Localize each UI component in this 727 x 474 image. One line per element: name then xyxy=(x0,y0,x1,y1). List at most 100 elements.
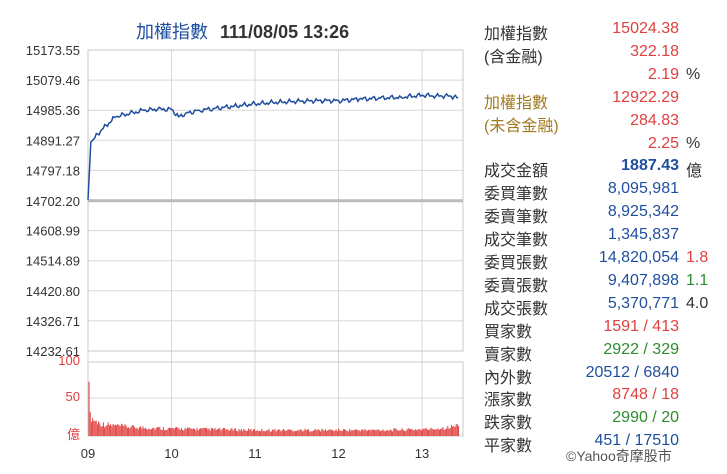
volume-bar xyxy=(276,430,278,436)
volume-bar xyxy=(192,428,194,436)
volume-bar xyxy=(172,428,174,436)
y-tick-label: 14608.99 xyxy=(26,224,80,239)
volume-bar xyxy=(352,430,354,436)
volume-bar xyxy=(203,427,205,436)
volume-bar xyxy=(305,430,307,436)
volume-bar xyxy=(302,431,304,436)
volume-bar xyxy=(209,430,211,436)
volume-bar xyxy=(122,424,124,436)
volume-bar xyxy=(406,429,408,436)
volume-bar xyxy=(383,430,385,436)
volume-bar xyxy=(322,429,324,436)
volume-bar xyxy=(400,430,402,436)
volume-bar xyxy=(450,425,452,436)
volume-bar xyxy=(130,426,132,436)
volume-bar xyxy=(153,427,155,436)
volume-bar xyxy=(137,429,139,436)
volume-bar xyxy=(356,429,358,436)
volume-bar xyxy=(290,430,292,436)
volume-bar xyxy=(387,430,389,436)
volume-bar xyxy=(286,430,288,436)
volume-bar xyxy=(293,430,295,436)
volume-bars xyxy=(88,381,460,436)
volume-panel-border xyxy=(87,361,464,437)
volume-bar xyxy=(98,421,100,436)
volume-bar xyxy=(285,431,287,436)
volume-bar xyxy=(104,427,106,436)
volume-bar xyxy=(201,428,203,436)
volume-bar xyxy=(393,428,395,436)
volume-bar xyxy=(156,426,158,436)
volume-bar xyxy=(452,426,454,436)
volume-bar xyxy=(124,424,126,436)
volume-bar xyxy=(279,429,281,436)
volume-bar xyxy=(364,429,366,436)
y-tick-label: 14797.18 xyxy=(26,163,80,178)
volume-bar xyxy=(116,425,118,436)
volume-bar xyxy=(284,430,286,436)
volume-bar xyxy=(412,429,414,436)
volume-bar xyxy=(204,427,206,436)
volume-bar xyxy=(370,430,372,436)
volume-bar xyxy=(269,431,271,436)
volume-bar xyxy=(141,428,143,436)
volume-bar xyxy=(404,431,406,436)
volume-bar xyxy=(418,429,420,436)
volume-bar xyxy=(167,428,169,436)
volume-bar xyxy=(365,430,367,436)
volume-bar xyxy=(105,426,107,436)
chart-title-index: 加權指數 xyxy=(136,22,208,42)
volume-bar xyxy=(377,429,379,436)
y-tick-label: 15079.46 xyxy=(26,73,80,88)
volume-bar xyxy=(338,428,340,436)
volume-bar xyxy=(173,428,175,436)
volume-bar xyxy=(405,430,407,436)
volume-bar xyxy=(90,421,92,436)
volume-bar xyxy=(442,427,444,436)
volume-bar xyxy=(120,423,122,436)
volume-bar xyxy=(431,428,433,436)
volume-bar xyxy=(347,431,349,436)
volume-bar xyxy=(248,428,250,436)
volume-bar xyxy=(249,429,251,436)
volume-bar xyxy=(170,428,172,436)
volume-bar xyxy=(160,429,162,436)
volume-bar xyxy=(258,430,260,436)
volume-bar xyxy=(237,431,239,436)
volume-bar xyxy=(309,431,311,436)
volume-bar xyxy=(429,429,431,436)
volume-bar xyxy=(310,431,312,436)
volume-bar xyxy=(360,430,362,436)
volume-bar xyxy=(143,428,145,436)
volume-bar xyxy=(399,430,401,436)
volume-bar xyxy=(430,427,432,436)
volume-bar xyxy=(138,427,140,436)
volume-bar xyxy=(110,424,112,436)
volume-bar xyxy=(256,430,258,436)
volume-bar xyxy=(386,430,388,436)
volume-bar xyxy=(299,429,301,436)
volume-bar xyxy=(149,429,151,436)
volume-bar xyxy=(340,430,342,436)
volume-bar xyxy=(332,429,334,436)
volume-bar xyxy=(350,431,352,436)
volume-bar xyxy=(184,427,186,436)
volume-bar xyxy=(273,430,275,436)
volume-bar xyxy=(152,428,154,436)
chart-title-datetime: 111/08/05 13:26 xyxy=(220,22,349,42)
volume-bar xyxy=(178,428,180,436)
volume-bar xyxy=(336,431,338,436)
volume-bar xyxy=(89,411,91,436)
chart-frame xyxy=(87,49,464,437)
y-tick-label: 14985.36 xyxy=(26,103,80,118)
volume-bar xyxy=(262,430,264,436)
y-tick-label: 14702.20 xyxy=(26,194,80,209)
volume-bar xyxy=(216,429,218,436)
volume-bar xyxy=(233,428,235,436)
volume-bar xyxy=(113,425,115,436)
volume-bar xyxy=(210,427,212,436)
volume-bar xyxy=(346,430,348,436)
volume-bar xyxy=(351,429,353,436)
volume-bar xyxy=(384,431,386,436)
volume-bar xyxy=(267,430,269,436)
